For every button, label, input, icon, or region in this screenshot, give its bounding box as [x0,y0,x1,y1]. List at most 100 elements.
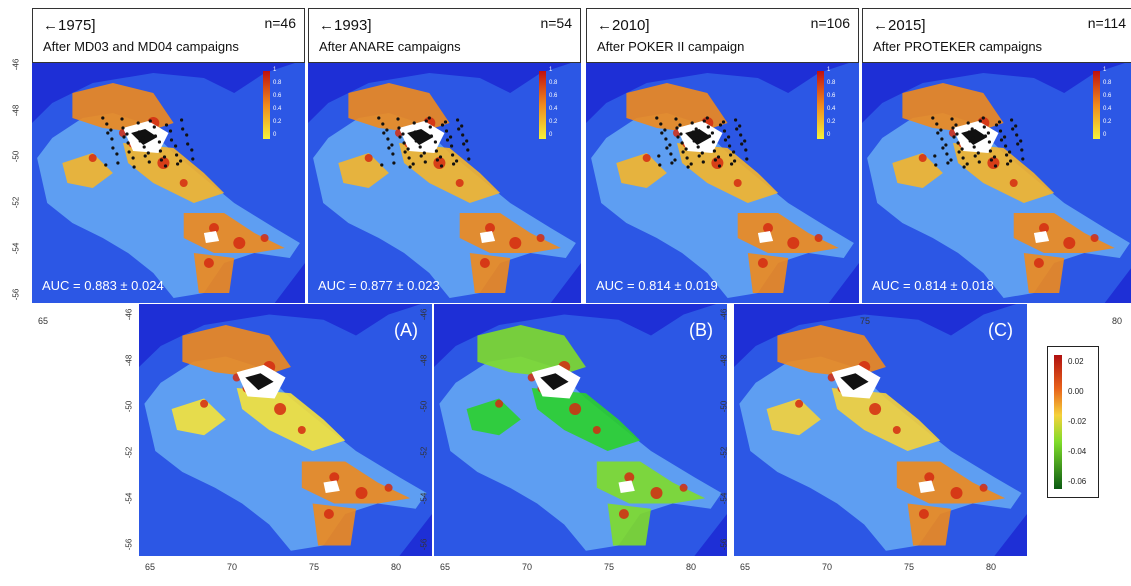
sample-count: n=106 [810,15,850,31]
suitability-colorbar-label: 0.8 [1103,80,1112,86]
top-panel-header-4: ←2015] n=114 After PROTEKER campaigns [862,8,1131,63]
lat-tick-label: -48 [719,354,729,367]
lat-tick-label: -46 [124,308,134,321]
lat-tick-label: -56 [719,538,729,551]
lon-tick-label: 80 [1112,316,1123,326]
lon-tick-label: 65 [38,316,49,326]
lon-tick-label: 75 [309,562,320,572]
auc-label: AUC = 0.814 ± 0.019 [596,278,718,293]
lat-tick-label: -54 [419,492,429,505]
campaign-subtitle: After PROTEKER campaigns [873,39,1043,54]
lat-tick-label: -48 [11,104,21,117]
suitability-colorbar-label: 0.6 [827,93,836,99]
lat-tick-label: -54 [719,492,729,505]
lat-tick-label: -50 [419,400,429,413]
lat-tick-label: -52 [11,196,21,209]
period-text: 2015] [888,17,926,34]
difference-colorbar: 0.02 0.00 -0.02 -0.04 -0.06 [1047,346,1099,498]
difference-map-1: (A) [139,304,432,556]
lat-tick-label: -48 [419,354,429,367]
difference-map-2: (B) [434,304,727,556]
suitability-colorbar-label: 0 [827,132,831,138]
difference-colorbar-label: 0.00 [1068,387,1084,396]
lon-tick-label: 75 [904,562,915,572]
top-map-3: AUC = 0.814 ± 0.019 1 0.8 0.6 0.4 0.2 0 [586,63,859,303]
lat-tick-label: -52 [419,446,429,459]
lat-tick-label: -48 [124,354,134,367]
period-text: 1975] [58,17,96,34]
auc-label: AUC = 0.814 ± 0.018 [872,278,994,293]
auc-label: AUC = 0.877 ± 0.023 [318,278,440,293]
arrow-left-icon: ← [319,17,334,34]
lat-tick-label: -54 [11,242,21,255]
lon-tick-label: 65 [740,562,751,572]
suitability-colorbar-label: 0 [549,132,553,138]
top-panel-header-2: ←1993] n=54 After ANARE campaigns [308,8,581,63]
panel-letter: (A) [394,320,418,340]
lat-tick-label: -50 [124,400,134,413]
suitability-colorbar-label: 0.6 [1103,93,1112,99]
lon-tick-label: 75 [604,562,615,572]
lat-tick-label: -50 [11,150,21,163]
suitability-colorbar-label: 0.6 [273,93,282,99]
suitability-colorbar-label: 0 [273,132,277,138]
suitability-colorbar-label: 0.4 [1103,106,1112,112]
suitability-colorbar-label: 1 [827,67,831,73]
lon-tick-label: 80 [986,562,997,572]
sample-count: n=114 [1087,15,1126,31]
suitability-colorbar-label: 1 [273,67,277,73]
suitability-colorbar-label: 0.4 [827,106,836,112]
period-text: 2010] [612,17,650,34]
lat-tick-label: -46 [419,308,429,321]
top-panel-header-3: ←2010] n=106 After POKER II campaign [586,8,859,63]
arrow-left-icon: ← [43,17,58,34]
suitability-colorbar-label: 1 [1103,67,1107,73]
campaign-subtitle: After POKER II campaign [597,39,745,54]
period-label: ←2010] [597,17,650,34]
difference-colorbar-label: -0.06 [1068,477,1087,486]
lat-tick-label: -56 [124,538,134,551]
sample-count: n=46 [264,15,296,31]
lon-tick-label: 75 [860,316,871,326]
lat-tick-label: -56 [11,288,21,301]
difference-colorbar-gradient [1054,355,1062,489]
lon-tick-label: 80 [686,562,697,572]
suitability-colorbar-label: 0.2 [1103,119,1112,125]
auc-label: AUC = 0.883 ± 0.024 [42,278,164,293]
panel-letter: (B) [689,320,713,340]
suitability-colorbar-label: 0.2 [827,119,836,125]
lat-tick-label: -56 [419,538,429,551]
suitability-colorbar-label: 0.8 [273,80,282,86]
difference-colorbar-label: -0.04 [1068,447,1087,456]
lon-tick-label: 65 [440,562,451,572]
lat-tick-label: -52 [719,446,729,459]
suitability-colorbar-label: 0.2 [549,119,558,125]
lat-tick-label: -54 [124,492,134,505]
lon-tick-label: 80 [391,562,402,572]
top-map-2: AUC = 0.877 ± 0.023 1 0.8 0.6 0.4 0.2 0 [308,63,581,303]
lat-tick-label: -50 [719,400,729,413]
panel-letter: (C) [988,320,1013,340]
suitability-colorbar-label: 1 [549,67,553,73]
lon-tick-label: 70 [822,562,833,572]
lon-tick-label: 65 [145,562,156,572]
top-panel-header-1: ←1975] n=46 After MD03 and MD04 campaigns [32,8,305,63]
sample-count: n=54 [540,15,572,31]
difference-colorbar-label: 0.02 [1068,357,1084,366]
period-label: ←1975] [43,17,96,34]
suitability-colorbar-label: 0.4 [549,106,558,112]
lat-tick-label: -46 [719,308,729,321]
campaign-subtitle: After ANARE campaigns [319,39,461,54]
suitability-colorbar-label: 0.8 [827,80,836,86]
lat-tick-label: -46 [11,58,21,71]
suitability-colorbar-label: 0.8 [549,80,558,86]
campaign-subtitle: After MD03 and MD04 campaigns [43,39,239,54]
period-label: ←1993] [319,17,372,34]
suitability-colorbar-label: 0.4 [273,106,282,112]
lat-tick-label: -52 [124,446,134,459]
lon-tick-label: 70 [227,562,238,572]
period-label: ←2015] [873,17,926,34]
arrow-left-icon: ← [597,17,612,34]
top-map-4: AUC = 0.814 ± 0.018 1 0.8 0.6 0.4 0.2 0 [862,63,1131,303]
suitability-colorbar-label: 0.6 [549,93,558,99]
